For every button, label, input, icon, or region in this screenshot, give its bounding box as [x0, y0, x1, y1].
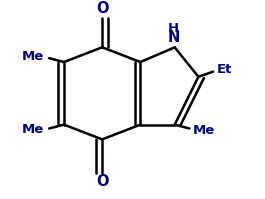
Text: H: H: [168, 22, 179, 35]
Text: Me: Me: [21, 50, 44, 63]
Text: N: N: [167, 29, 180, 45]
Text: Me: Me: [21, 123, 44, 136]
Text: O: O: [96, 174, 108, 189]
Text: O: O: [96, 1, 108, 16]
Text: Et: Et: [217, 63, 232, 76]
Text: Me: Me: [193, 124, 215, 137]
